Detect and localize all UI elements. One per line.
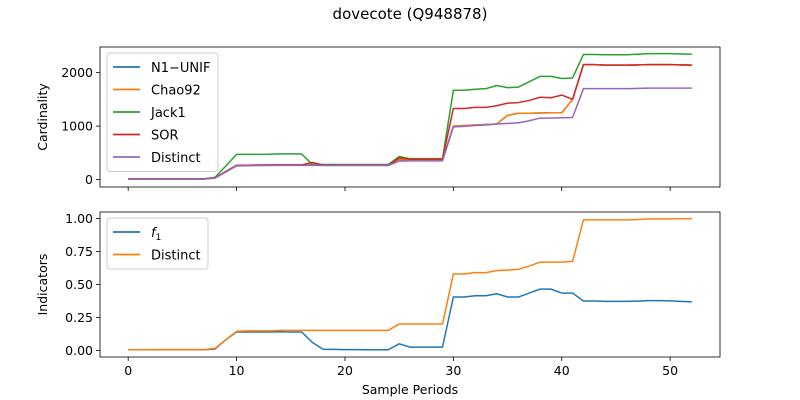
indicators-y-tick-label: 0.25 (65, 310, 93, 325)
indicators-legend: f1 Distinct (106, 217, 209, 270)
indicators-y-tick-label: 0.50 (65, 277, 93, 292)
indicators-y-tick-label: 0.75 (65, 244, 93, 259)
cardinality-axes-frame (99, 46, 721, 188)
indicators-legend-label-0: f1 (151, 226, 161, 243)
cardinality-legend-box (106, 52, 219, 172)
cardinality-y-tick-label: 1000 (61, 119, 93, 134)
indicators-panel: 0 10 20 30 40 50 0.00 0.25 0.50 0.75 1.00 Indicator… (35, 211, 721, 397)
indicators-line-1 (128, 217, 692, 351)
cardinality-legend-label-0: N1−UNIF (151, 61, 210, 76)
indicators-x-tick-label: 30 (445, 363, 461, 378)
indicators-legend-label-1: Distinct (151, 249, 201, 264)
figure-title: dovecote (Q948878) (333, 5, 488, 23)
indicators-series-lines (128, 217, 692, 351)
indicators-x-tick-label: 10 (229, 363, 245, 378)
cardinality-panel: 0 1000 2000 Cardinality N1−UNIF Chao92 Jack1 SO… (35, 46, 721, 191)
indicators-y-axis-label: Indicators (35, 254, 50, 316)
cardinality-legend-label-2: Jack1 (150, 106, 186, 121)
cardinality-y-tick-label: 0 (85, 172, 93, 187)
indicators-y-tick-label: 1.00 (65, 211, 93, 226)
indicators-legend-subscript: 1 (156, 233, 162, 243)
indicators-x-tick-label: 50 (662, 363, 678, 378)
cardinality-y-tick-label: 2000 (61, 65, 93, 80)
indicators-x-tick-label: 0 (124, 363, 132, 378)
indicators-legend-box (106, 217, 209, 270)
cardinality-line-4 (128, 87, 692, 180)
cardinality-legend-label-1: Chao92 (151, 84, 201, 99)
cardinality-legend: N1−UNIF Chao92 Jack1 SOR Distinct (106, 52, 219, 172)
cardinality-legend-label-3: SOR (151, 129, 179, 144)
indicators-y-tick-label: 0.00 (65, 343, 93, 358)
indicators-x-axis-label: Sample Periods (362, 382, 458, 397)
indicators-x-tick-label: 20 (337, 363, 353, 378)
cardinality-y-axis-label: Cardinality (35, 83, 50, 151)
indicators-x-tick-label: 40 (554, 363, 570, 378)
cardinality-legend-label-4: Distinct (151, 151, 201, 166)
cardinality-series-lines (128, 52, 692, 180)
